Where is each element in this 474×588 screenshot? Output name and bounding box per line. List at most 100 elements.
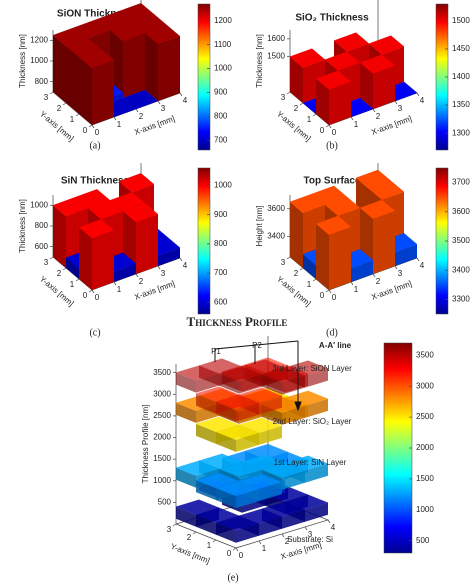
z-tick-label: 1200 <box>30 35 48 44</box>
caption: (d) <box>326 327 338 338</box>
cell-side <box>196 393 216 414</box>
colorbar-tick-label: 1450 <box>452 44 470 53</box>
cell-side <box>316 223 329 290</box>
z-tick-label: 800 <box>35 77 49 86</box>
caption: (e) <box>227 572 238 583</box>
caption: (a) <box>89 140 100 151</box>
cell-side <box>259 482 282 502</box>
colorbar-tick-label: 500 <box>416 536 430 545</box>
x-tick-label: 1 <box>354 285 359 294</box>
y-tick-label: 3 <box>281 93 286 102</box>
y-tick-label: 2 <box>57 269 62 278</box>
y-tick <box>75 113 80 117</box>
colorbar-tick-label: 1200 <box>214 16 232 25</box>
x-tick-label: 3 <box>161 269 166 278</box>
cell-side <box>282 375 305 395</box>
y-tick-label: 2 <box>294 269 299 278</box>
cell-side <box>196 373 219 393</box>
cell-side <box>53 205 66 268</box>
x-tick-label: 4 <box>420 96 425 105</box>
z-tick-label: 1000 <box>30 200 48 209</box>
y-tick <box>286 91 291 95</box>
caption: (c) <box>89 327 100 338</box>
y-tick <box>75 278 80 282</box>
colorbar-tick-label: 1500 <box>416 474 434 483</box>
y-tick-label: 1 <box>307 115 312 124</box>
cell-top <box>333 32 370 52</box>
y-tick <box>49 256 54 260</box>
z-tick-label: 3000 <box>153 389 171 398</box>
cell-top <box>78 219 115 239</box>
y-tick <box>212 539 217 543</box>
cell-side <box>123 33 145 99</box>
cell-side <box>136 214 158 274</box>
chart-title: SiO₂ Thickness <box>295 13 369 24</box>
cell-top <box>359 199 396 220</box>
surface-cell <box>78 219 115 290</box>
z-tick-label: 1000 <box>153 476 171 485</box>
cell-side <box>395 244 417 266</box>
colorbar <box>383 342 413 554</box>
z-tick-label: 1500 <box>153 454 171 463</box>
z-tick-label: 1000 <box>30 56 48 65</box>
layer-label: 2nd Layer: SiO₂ Layer <box>273 417 352 426</box>
cell-side <box>216 488 236 509</box>
axis-frame <box>175 523 237 549</box>
cell-top <box>144 25 181 45</box>
colorbar-tick-label: 900 <box>214 88 228 97</box>
cell-side <box>290 56 303 103</box>
y-tick-label: 3 <box>44 258 49 267</box>
x-tick-label: 1 <box>117 120 122 129</box>
cell-side <box>158 36 180 102</box>
cell-side <box>196 423 216 444</box>
layer-label: 1st Layer: SiN Layer <box>274 458 347 467</box>
x-tick-label: 4 <box>420 261 425 270</box>
cell-side <box>219 373 239 394</box>
cell-side <box>303 254 316 279</box>
y-tick-label: 3 <box>44 93 49 102</box>
x-tick-label: 1 <box>117 285 122 294</box>
y-tick <box>232 547 237 551</box>
cell-side <box>216 431 236 452</box>
cell-side <box>114 263 136 282</box>
y-axis-label: Y-axis [mm] <box>169 542 211 566</box>
surface-cell <box>218 366 263 394</box>
cell-top <box>215 424 260 441</box>
y-tick-label: 1 <box>207 541 212 550</box>
x-tick-label: 2 <box>139 112 144 121</box>
colorbar-tick-label: 3300 <box>452 295 470 304</box>
x-tick <box>328 124 332 129</box>
cell-top <box>315 215 352 236</box>
colorbar-tick-label: 3500 <box>416 350 434 359</box>
colorbar-tick-label: 3000 <box>416 381 434 390</box>
x-tick <box>179 92 183 97</box>
y-tick-label: 2 <box>187 533 192 542</box>
cell-side <box>196 480 216 501</box>
z-axis-label: Thickness Profile [nm] <box>141 405 150 484</box>
x-tick-label: 2 <box>285 537 290 546</box>
colorbar-tick-label: 1100 <box>214 40 232 49</box>
cell-side <box>305 463 328 483</box>
colorbar-tick-label: 3400 <box>452 265 470 274</box>
z-tick-label: 1600 <box>267 34 285 43</box>
cell-side <box>290 201 303 268</box>
colorbar-tick-label: 800 <box>214 239 228 248</box>
cell-side <box>259 516 282 536</box>
x-tick <box>91 289 95 294</box>
layer-label: 3rd Layer: SiON Layer <box>272 364 352 373</box>
cell-side <box>236 523 259 543</box>
y-tick <box>325 124 330 128</box>
x-tick-label: 0 <box>95 293 100 302</box>
cell-side <box>216 401 236 422</box>
colorbar-tick-label: 1000 <box>214 64 232 73</box>
cell-side <box>196 514 216 535</box>
cell-top <box>324 196 361 217</box>
cell-top <box>289 48 326 68</box>
cell-top <box>215 480 260 497</box>
y-tick-label: 0 <box>320 291 325 300</box>
y-tick <box>172 523 177 527</box>
y-tick <box>192 531 197 535</box>
y-tick <box>88 124 93 128</box>
colorbar-tick-label: 3500 <box>452 236 470 245</box>
z-tick-label: 600 <box>35 242 49 251</box>
